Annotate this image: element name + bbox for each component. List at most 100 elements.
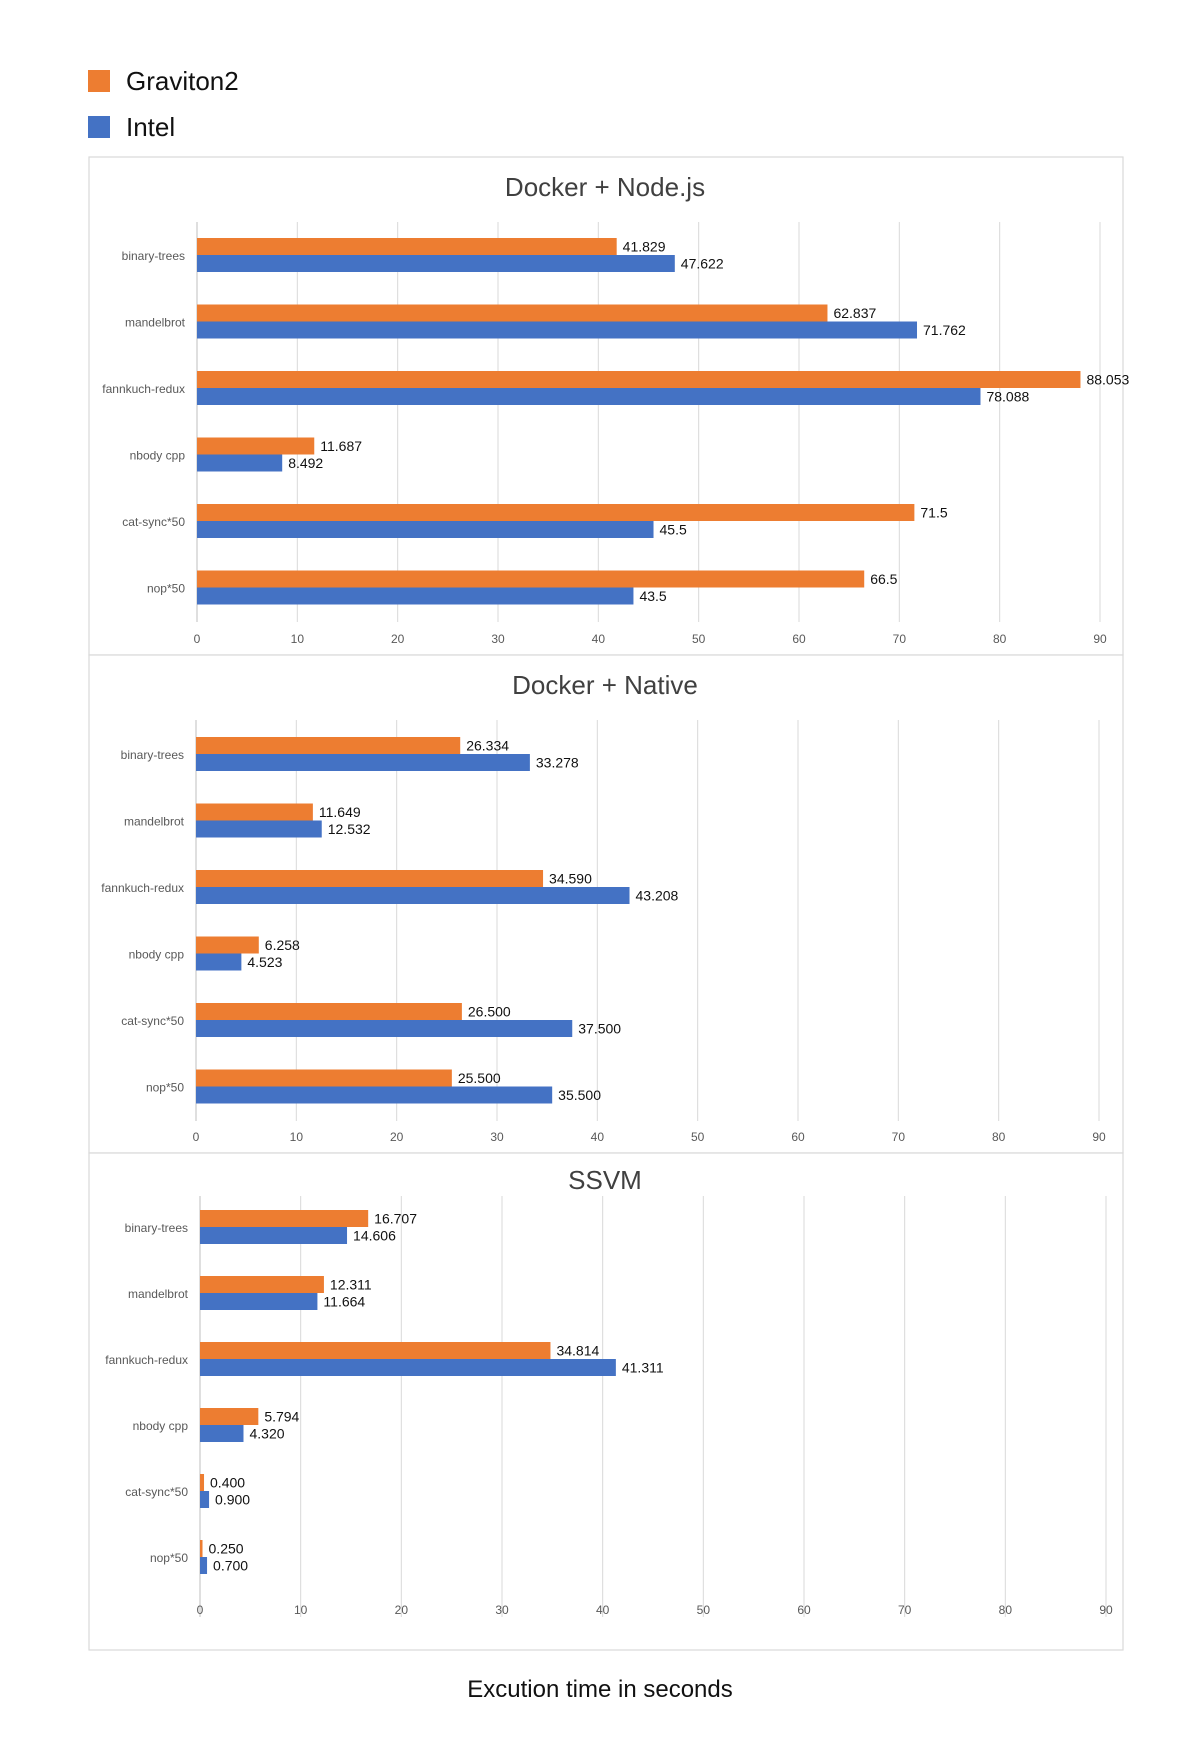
x-tick-label: 30 xyxy=(495,1603,509,1617)
bar-graviton2-mandelbrot xyxy=(197,304,828,322)
data-label: 26.500 xyxy=(468,1004,511,1020)
data-label: 4.320 xyxy=(249,1426,284,1442)
bar-intel-cat-sync-50 xyxy=(197,521,654,538)
legend-label: Intel xyxy=(126,111,176,142)
x-tick-label: 80 xyxy=(999,1603,1013,1617)
data-label: 5.794 xyxy=(264,1409,299,1425)
category-label: cat-sync*50 xyxy=(121,1014,184,1028)
bar-intel-nbody-cpp xyxy=(196,953,242,971)
bar-intel-binary-trees xyxy=(196,754,530,771)
x-tick-label: 40 xyxy=(592,632,606,646)
x-tick-label: 60 xyxy=(792,632,806,646)
data-label: 12.311 xyxy=(330,1277,372,1293)
x-tick-label: 10 xyxy=(290,1130,304,1144)
x-tick-label: 70 xyxy=(893,632,907,646)
x-tick-label: 50 xyxy=(692,632,706,646)
x-tick-label: 70 xyxy=(892,1130,906,1144)
category-label: nbody cpp xyxy=(133,1419,189,1433)
x-tick-label: 70 xyxy=(898,1603,912,1617)
bar-graviton2-nop-50 xyxy=(200,1540,203,1557)
data-label: 6.258 xyxy=(265,937,300,953)
bar-graviton2-mandelbrot xyxy=(200,1276,324,1293)
bar-graviton2-fannkuch-redux xyxy=(197,371,1081,388)
chart-title: SSVM xyxy=(568,1165,642,1195)
chart-title: Docker + Node.js xyxy=(505,172,705,202)
data-label: 11.649 xyxy=(319,804,361,820)
x-tick-label: 60 xyxy=(797,1603,811,1617)
x-tick-label: 90 xyxy=(1093,632,1107,646)
bar-intel-nbody-cpp xyxy=(200,1425,244,1442)
data-label: 37.500 xyxy=(578,1021,621,1037)
bar-graviton2-cat-sync-50 xyxy=(200,1474,205,1491)
x-tick-label: 10 xyxy=(294,1603,308,1617)
data-label: 26.334 xyxy=(466,738,509,754)
x-tick-label: 20 xyxy=(390,1130,404,1144)
category-label: nbody cpp xyxy=(129,948,185,962)
data-label: 47.622 xyxy=(681,256,724,272)
bar-intel-binary-trees xyxy=(200,1227,348,1244)
bar-graviton2-nbody-cpp xyxy=(197,437,315,455)
x-tick-label: 0 xyxy=(197,1603,204,1617)
legend-swatch-intel xyxy=(88,116,110,138)
bar-graviton2-nbody-cpp xyxy=(200,1408,259,1425)
category-label: fannkuch-redux xyxy=(102,382,185,396)
legend: Graviton2 Intel xyxy=(88,58,239,150)
category-label: mandelbrot xyxy=(124,815,185,829)
x-tick-label: 50 xyxy=(697,1603,711,1617)
legend-swatch-graviton2 xyxy=(88,70,110,92)
bar-intel-nop-50 xyxy=(200,1557,208,1574)
data-label: 66.5 xyxy=(870,571,897,587)
legend-item-intel: Intel xyxy=(88,104,239,150)
bar-intel-cat-sync-50 xyxy=(200,1491,210,1508)
x-tick-label: 20 xyxy=(391,632,405,646)
x-tick-label: 0 xyxy=(194,632,201,646)
bar-intel-nop-50 xyxy=(197,587,634,605)
x-tick-label: 60 xyxy=(791,1130,805,1144)
bar-graviton2-nbody-cpp xyxy=(196,936,259,954)
bar-intel-mandelbrot xyxy=(196,820,322,838)
bar-intel-fannkuch-redux xyxy=(197,388,981,405)
legend-item-graviton2: Graviton2 xyxy=(88,58,239,104)
bar-intel-fannkuch-redux xyxy=(196,887,630,904)
category-label: binary-trees xyxy=(121,748,184,762)
category-label: cat-sync*50 xyxy=(125,1485,188,1499)
data-label: 41.311 xyxy=(622,1360,664,1376)
chart-title: Docker + Native xyxy=(512,670,698,700)
data-label: 43.5 xyxy=(639,588,666,604)
bar-graviton2-binary-trees xyxy=(200,1210,369,1227)
category-label: binary-trees xyxy=(125,1221,188,1235)
data-label: 71.5 xyxy=(920,505,947,521)
x-tick-label: 20 xyxy=(395,1603,409,1617)
category-label: fannkuch-redux xyxy=(105,1353,188,1367)
x-tick-label: 40 xyxy=(596,1603,610,1617)
bar-graviton2-cat-sync-50 xyxy=(196,1003,462,1020)
category-label: binary-trees xyxy=(122,249,185,263)
bar-intel-mandelbrot xyxy=(200,1293,318,1310)
data-label: 41.829 xyxy=(623,239,666,255)
data-label: 0.250 xyxy=(209,1541,244,1557)
bar-graviton2-fannkuch-redux xyxy=(200,1342,551,1359)
data-label: 25.500 xyxy=(458,1070,501,1086)
data-label: 0.400 xyxy=(210,1475,245,1491)
data-label: 0.700 xyxy=(213,1558,248,1574)
bar-graviton2-nop-50 xyxy=(197,570,865,588)
bar-intel-cat-sync-50 xyxy=(196,1020,573,1037)
data-label: 11.687 xyxy=(320,438,362,454)
x-tick-label: 80 xyxy=(993,632,1007,646)
category-label: nop*50 xyxy=(146,1081,184,1095)
bar-graviton2-mandelbrot xyxy=(196,803,313,821)
category-label: mandelbrot xyxy=(125,316,186,330)
data-label: 14.606 xyxy=(353,1228,396,1244)
data-label: 33.278 xyxy=(536,755,579,771)
data-label: 34.590 xyxy=(549,871,592,887)
category-label: mandelbrot xyxy=(128,1287,189,1301)
category-label: fannkuch-redux xyxy=(101,881,184,895)
x-axis-caption: Excution time in seconds xyxy=(467,1676,733,1703)
data-label: 12.532 xyxy=(328,821,371,837)
category-label: nop*50 xyxy=(150,1551,188,1565)
data-label: 16.707 xyxy=(374,1211,417,1227)
bar-intel-nop-50 xyxy=(196,1086,553,1104)
data-label: 71.762 xyxy=(923,322,966,338)
data-label: 4.523 xyxy=(247,954,282,970)
